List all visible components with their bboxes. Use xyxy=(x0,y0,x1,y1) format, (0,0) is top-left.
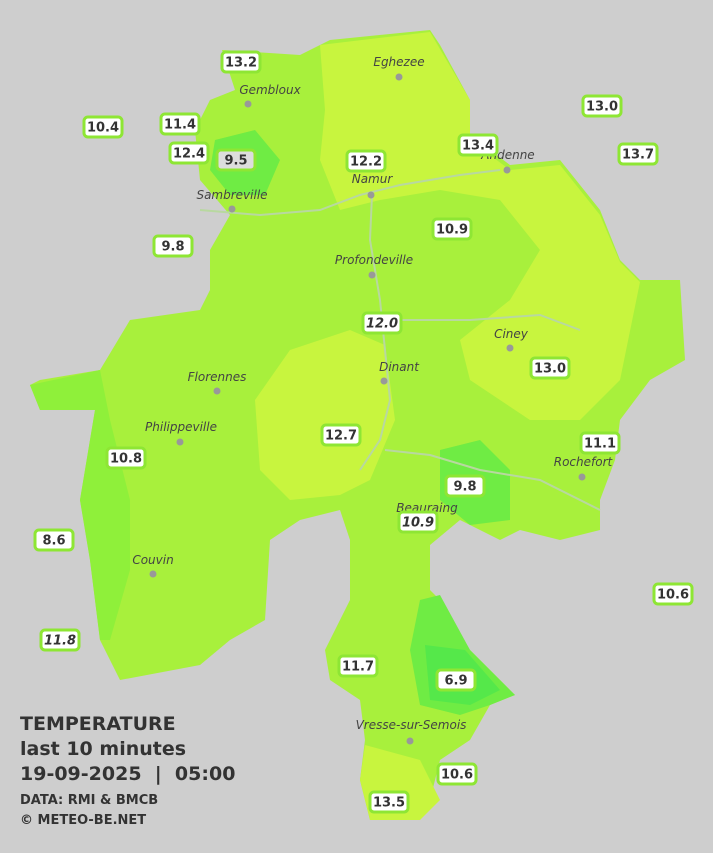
city-label: Vresse-sur-Semois xyxy=(356,718,467,732)
station-box xyxy=(652,582,694,606)
station-value: 13.5 xyxy=(373,796,405,811)
station-box xyxy=(581,94,623,118)
legend-credit: © METEO-BE.NET xyxy=(20,813,146,828)
cool-zone xyxy=(30,370,130,640)
city-dot xyxy=(578,473,586,481)
station-box xyxy=(579,431,621,455)
legend-source: DATA: RMI & BMCB xyxy=(20,793,158,808)
station-value: 8.6 xyxy=(42,534,65,549)
station-box xyxy=(215,148,257,172)
station-value: 12.0 xyxy=(366,317,398,332)
city-dot xyxy=(506,344,514,352)
station-value: 10.6 xyxy=(441,768,473,783)
station-value: 11.7 xyxy=(342,660,374,675)
station-value: 13.0 xyxy=(586,100,618,115)
station-box xyxy=(337,654,379,678)
station-box xyxy=(159,112,201,136)
station-box xyxy=(33,528,75,552)
station-value: 11.4 xyxy=(164,118,196,133)
city-label: Sambreville xyxy=(196,188,267,202)
city-dot xyxy=(228,205,236,213)
station-value: 10.9 xyxy=(436,223,468,238)
city-label: Ciney xyxy=(494,327,529,341)
station-value: 10.6 xyxy=(657,588,689,603)
station-box xyxy=(457,133,499,157)
station-value: 12.7 xyxy=(325,429,357,444)
city-label: Rochefort xyxy=(554,455,614,469)
city-dot xyxy=(244,100,252,108)
station-box xyxy=(529,356,571,380)
station-box xyxy=(436,762,478,786)
city-label: Eghezee xyxy=(373,55,424,69)
station-box xyxy=(82,115,124,139)
station-box xyxy=(397,510,439,534)
legend-subtitle: last 10 minutes xyxy=(20,738,186,760)
station-box xyxy=(617,142,659,166)
station-box xyxy=(431,217,473,241)
city-label: Florennes xyxy=(188,370,247,384)
station-value: 11.8 xyxy=(44,634,76,649)
city-dot xyxy=(406,737,414,745)
legend-title: TEMPERATURE xyxy=(20,713,176,735)
legend-datetime: 19-09-2025 | 05:00 xyxy=(20,763,235,785)
city-label: Profondeville xyxy=(335,253,413,267)
station-value: 10.8 xyxy=(110,452,142,467)
station-value: 13.0 xyxy=(534,362,566,377)
city-dot xyxy=(176,438,184,446)
city-label: Namur xyxy=(352,172,394,186)
city-dot xyxy=(503,166,511,174)
station-box xyxy=(168,141,210,165)
city-dot xyxy=(213,387,221,395)
station-value: 13.7 xyxy=(622,148,654,163)
city-label: Philippeville xyxy=(145,420,217,434)
station-value: 13.2 xyxy=(225,56,257,71)
station-value: 12.2 xyxy=(350,155,382,170)
station-box xyxy=(152,234,194,258)
station-value: 9.5 xyxy=(224,154,247,169)
station-box xyxy=(368,790,410,814)
station-box xyxy=(435,668,477,692)
station-box xyxy=(105,446,147,470)
station-value: 11.1 xyxy=(584,437,616,452)
station-value: 9.8 xyxy=(453,480,476,495)
station-value: 6.9 xyxy=(444,674,467,689)
station-box xyxy=(361,311,403,335)
city-dot xyxy=(149,570,157,578)
station-value: 9.8 xyxy=(161,240,184,255)
station-value: 10.4 xyxy=(87,121,119,136)
city-dot xyxy=(380,377,388,385)
station-box xyxy=(39,628,81,652)
city-dot xyxy=(367,191,375,199)
station-value: 10.9 xyxy=(402,516,434,531)
city-dot xyxy=(368,271,376,279)
station-box xyxy=(444,474,486,498)
river xyxy=(199,169,601,511)
station-value: 13.4 xyxy=(462,139,494,154)
city-label: Dinant xyxy=(379,360,420,374)
city-label: Couvin xyxy=(132,553,173,567)
city-label: Gembloux xyxy=(239,83,301,97)
station-value: 12.4 xyxy=(173,147,205,162)
city-dot xyxy=(395,73,403,81)
station-box xyxy=(220,50,262,74)
station-box xyxy=(345,149,387,173)
warm-zone xyxy=(255,330,395,500)
station-box xyxy=(320,423,362,447)
